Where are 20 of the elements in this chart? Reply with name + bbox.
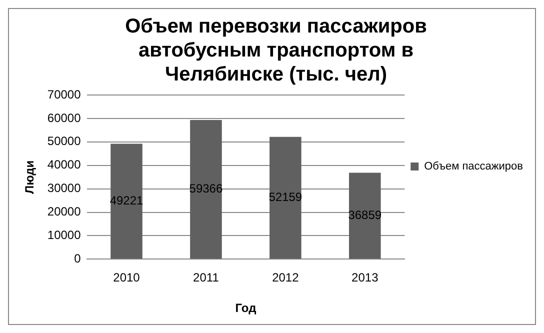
x-tick-label: 2010 (113, 270, 140, 285)
x-axis-title: Год (235, 301, 257, 316)
y-axis-title: Люди (22, 160, 37, 194)
y-tick-label: 20000 (47, 204, 82, 219)
y-tick-label: 30000 (47, 181, 82, 196)
y-tick-label: 10000 (47, 228, 82, 242)
y-tick-label: 50000 (47, 134, 82, 148)
bar (110, 144, 142, 259)
x-tick-label: 2013 (352, 270, 379, 285)
x-tick-label: 2012 (272, 270, 300, 285)
bar (270, 136, 302, 259)
x-tick-label: 2011 (193, 270, 220, 285)
bar (190, 120, 222, 259)
chart-title: Объем перевозки пассажиров автобусным транспортом в Челябинске (тыс. чел) (125, 16, 427, 86)
data-label: 59366 (189, 182, 223, 196)
y-tick-label: 60000 (47, 110, 82, 125)
y-tick-label: 0 (74, 252, 82, 266)
y-tick-label: 40000 (47, 158, 82, 172)
y-tick-label: 70000 (47, 87, 82, 102)
legend-label: Объем пассажиров (424, 160, 524, 173)
